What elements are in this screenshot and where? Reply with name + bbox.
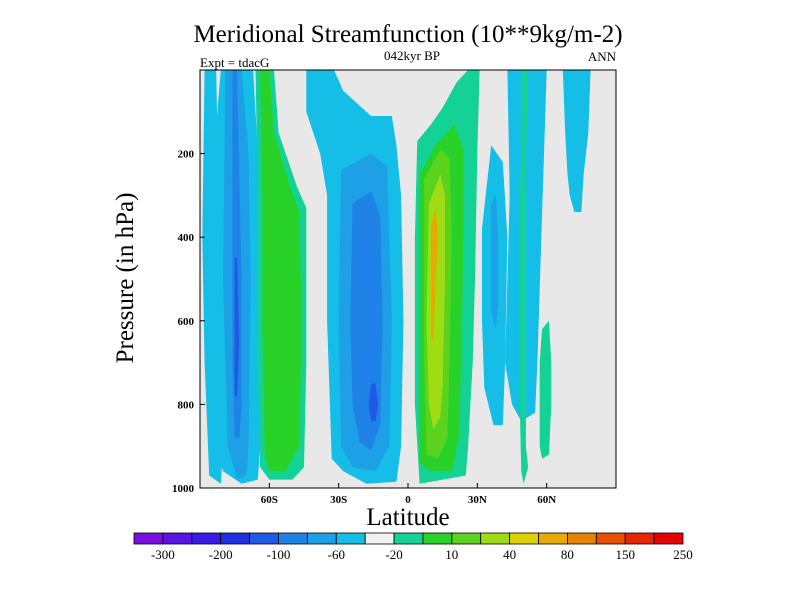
colorbar-box-12 — [480, 532, 511, 545]
contour-region-10 — [368, 383, 378, 422]
contour-region-9 — [350, 191, 383, 451]
contour-region-18 — [491, 195, 499, 330]
colorbar-box-14 — [538, 532, 568, 545]
colorbar-box-16 — [595, 532, 626, 545]
colorbar-box-17 — [624, 532, 655, 545]
colorbar-box-0 — [133, 532, 164, 545]
chart-title: Meridional Streamfunction (10**9kg/m-2) — [193, 21, 622, 48]
season-label: ANN — [588, 49, 617, 64]
y-axis: 200 400 600 800 1000 — [172, 149, 205, 495]
contour-fills — [202, 70, 591, 484]
colorbar-label-2: -100 — [267, 547, 291, 562]
colorbar-label-5: 10 — [445, 547, 458, 562]
colorbar-box-7 — [335, 532, 366, 545]
colorbar-label-3: -60 — [328, 547, 345, 562]
colorbar-label-8: 150 — [615, 547, 635, 562]
y-tick-label-4: 1000 — [172, 483, 195, 495]
plot-area: 60S 30S 0 30N 60N 200 400 600 800 1000 — [172, 69, 617, 506]
contour-region-15 — [431, 207, 438, 342]
colorbar-box-2 — [191, 532, 222, 545]
colorbar-label-6: 40 — [503, 547, 516, 562]
colorbar-label-4: -20 — [385, 547, 402, 562]
x-axis: 60S 30S 0 30N 60N — [261, 483, 556, 506]
colorbar-box-18 — [653, 532, 684, 545]
colorbar-box-13 — [509, 532, 539, 545]
colorbar-box-10 — [422, 532, 453, 545]
x-tick-label-2: 0 — [405, 494, 411, 506]
x-tick-label-4: 60N — [537, 494, 556, 506]
y-tick-label-2: 600 — [178, 316, 195, 328]
y-tick-label-3: 800 — [178, 399, 195, 411]
colorbar-box-5 — [278, 532, 308, 545]
x-tick-label-0: 60S — [261, 494, 278, 506]
colorbar-box-4 — [249, 532, 279, 545]
contour-region-4 — [234, 258, 240, 396]
contour-region-20 — [539, 320, 552, 459]
colorbar-label-0: -300 — [151, 547, 175, 562]
colorbar-label-1: -200 — [209, 547, 233, 562]
contour-region-19 — [518, 70, 529, 484]
colorbar-box-3 — [220, 532, 250, 545]
colorbar-box-8 — [364, 532, 395, 545]
colorbar-box-15 — [567, 532, 597, 545]
x-tick-label-1: 30S — [330, 494, 347, 506]
colorbar-box-1 — [162, 532, 193, 545]
colorbar-label-7: 80 — [561, 547, 574, 562]
experiment-label: Expt = tdacG — [200, 55, 269, 70]
contour-region-6 — [260, 70, 302, 472]
x-axis-label: Latitude — [366, 504, 449, 531]
colorbar-box-6 — [306, 532, 337, 545]
y-axis-label: Pressure (in hPa) — [112, 193, 139, 364]
colorbar-box-9 — [393, 532, 424, 545]
x-tick-label-3: 30N — [468, 494, 487, 506]
contour-region-21 — [562, 70, 591, 213]
colorbar: -300 -200 -100 -60 -20 10 40 80 150 250 — [133, 532, 693, 562]
chart-subtitle: 042kyr BP — [384, 48, 440, 63]
y-tick-label-1: 400 — [178, 232, 195, 244]
colorbar-box-11 — [451, 532, 482, 545]
y-tick-label-0: 200 — [178, 149, 195, 161]
colorbar-label-9: 250 — [673, 547, 693, 562]
